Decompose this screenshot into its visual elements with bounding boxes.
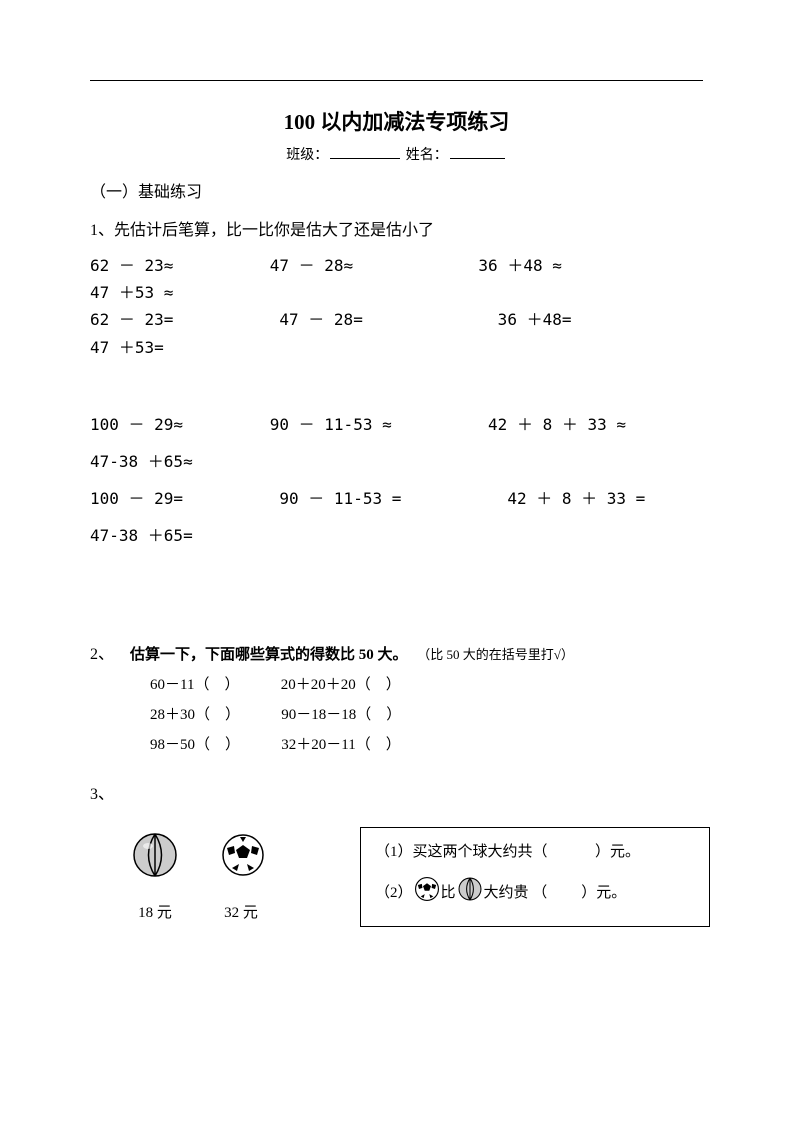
spacer-2	[90, 550, 703, 640]
q2-block: 2、 估算一下，下面哪些算式的得数比 50 大。 （比 50 大的在括号里打√）…	[90, 640, 703, 760]
q1-row-5: 100 － 29≈ 90 － 11-53 ≈ 42 ＋ 8 ＋ 33 ≈	[90, 411, 703, 438]
subtitle-row: 班级： 姓名：	[90, 144, 703, 164]
top-rule	[90, 80, 703, 81]
q2-row-b: 28＋30（ ） 90－18－18（ ）	[150, 700, 574, 730]
class-blank[interactable]	[330, 145, 400, 159]
q1-row-2: 47 ＋53 ≈	[90, 279, 703, 306]
box-2a: （2）	[375, 881, 413, 902]
ball-a-price: 18 元	[130, 901, 180, 922]
q1-row-1: 62 － 23≈ 47 － 28≈ 36 ＋48 ≈	[90, 252, 703, 279]
q2-rows: 60－11（ ） 20＋20＋20（ ） 28＋30（ ） 90－18－18（ …	[150, 670, 574, 760]
soccer-ball-small-icon	[415, 877, 439, 906]
box-2d: ）元。	[581, 881, 626, 902]
box-line-1: （1）买这两个球大约共（ ）元。	[375, 840, 695, 861]
q2-note: （比 50 大的在括号里打√）	[417, 647, 574, 662]
q3-wrap: 18 元 32 元 （1）买这两个球大约共（ ）元。 （2） 比	[90, 832, 703, 952]
page-title: 100 以内加减法专项练习	[90, 106, 703, 136]
q1-row-6: 47-38 ＋65≈	[90, 448, 703, 475]
beach-ball-icon	[132, 832, 178, 883]
q1-row-8: 47-38 ＋65=	[90, 522, 703, 549]
section-1-head: （一）基础练习	[90, 178, 703, 202]
q1-row-4: 47 ＋53=	[90, 334, 703, 361]
ball-b-price: 32 元	[216, 901, 266, 922]
q2-head: 估算一下，下面哪些算式的得数比 50 大。	[130, 647, 408, 663]
class-label: 班级：	[286, 148, 328, 163]
ball-label-row: 18 元 32 元	[130, 901, 266, 922]
soccer-ball-icon	[222, 834, 264, 881]
balls-area: 18 元 32 元	[130, 832, 266, 922]
q1-row-3: 62 － 23= 47 － 28= 36 ＋48=	[90, 306, 703, 333]
q2-content: 估算一下，下面哪些算式的得数比 50 大。 （比 50 大的在括号里打√） 60…	[130, 640, 574, 760]
box-1a: （1）买这两个球大约共（	[375, 844, 548, 860]
name-blank[interactable]	[450, 145, 505, 159]
q2-row-c: 98－50（ ） 32＋20－11（ ）	[150, 730, 574, 760]
q2-number: 2、	[90, 640, 114, 664]
box-2b: 比	[441, 881, 456, 902]
box-line-2: （2） 比 大约贵 （	[375, 877, 695, 906]
q3-box: （1）买这两个球大约共（ ）元。 （2） 比	[360, 827, 710, 927]
q2-row-a: 60－11（ ） 20＋20＋20（ ）	[150, 670, 574, 700]
q1-row-7: 100 － 29= 90 － 11-53 = 42 ＋ 8 ＋ 33 =	[90, 485, 703, 512]
name-label: 姓名：	[406, 148, 448, 163]
beach-ball-small-icon	[458, 877, 482, 906]
q3-number: 3、	[90, 780, 114, 804]
spacer-1	[90, 361, 703, 411]
ball-row	[130, 832, 266, 883]
box-1b: ）元。	[595, 844, 640, 860]
q1-head: 1、先估计后笔算，比一比你是估大了还是估小了	[90, 216, 703, 240]
box-2c: 大约贵 （	[484, 881, 548, 902]
